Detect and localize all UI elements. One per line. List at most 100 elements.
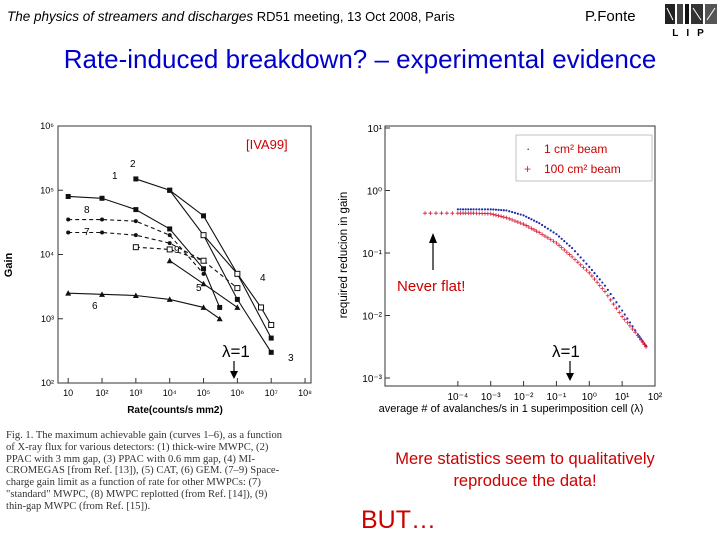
right-point-series-1 [576, 253, 579, 256]
left-point [234, 270, 241, 277]
left-point [66, 230, 71, 235]
right-point-series-1 [492, 208, 495, 211]
summary-line-1: Mere statistics seem to qualitatively [395, 450, 655, 468]
left-series-line-7 [68, 231, 204, 262]
caption-line: of X-ray flux for various detectors: (1)… [6, 441, 269, 453]
right-point-series-1 [508, 210, 511, 213]
left-point [166, 257, 173, 264]
left-point [201, 266, 207, 272]
right-point-series-2 [496, 213, 501, 218]
right-point-series-2 [644, 344, 649, 349]
left-series-line-3 [169, 189, 272, 353]
right-point-series-1 [631, 325, 634, 328]
right-series-group [423, 208, 649, 349]
figure-caption: Fig. 1. The maximum achievable gain (cur… [6, 430, 326, 513]
right-point-series-1 [565, 242, 568, 245]
left-curve-label-9: 9 [174, 245, 180, 256]
left-series-line-9 [135, 246, 238, 289]
slide-title: Rate-induced breakdown? – experimental e… [63, 44, 657, 74]
left-series-line-6 [68, 292, 220, 320]
left-series-line-8 [68, 218, 204, 275]
left-x-tick-label: 10⁸ [298, 388, 312, 398]
left-curve-label-6: 6 [92, 301, 98, 312]
right-point-series-1 [546, 227, 549, 230]
left-point [201, 213, 207, 219]
left-point [201, 271, 206, 276]
right-point-series-1 [513, 211, 517, 214]
right-point-series-2 [575, 260, 580, 265]
right-point-series-2 [592, 277, 597, 282]
left-point [66, 217, 71, 222]
caption-line: CROMEGAS [from Ref. [13]), (5) CAT, (6) … [6, 465, 280, 477]
right-x-tick-label: 10⁻¹ [547, 392, 567, 403]
but-statement: BUT… [361, 506, 436, 534]
right-point-series-1 [549, 229, 552, 232]
header-author: P.Fonte [585, 8, 636, 25]
right-point-series-2 [559, 245, 564, 250]
right-point-series-2 [611, 302, 616, 307]
right-point-series-1 [505, 209, 508, 212]
left-y-tick-label: 10⁶ [40, 121, 54, 131]
summary-text: Mere statistics seem to qualitatively re… [360, 448, 690, 492]
left-point [133, 233, 138, 238]
left-x-tick-label: 10⁷ [265, 388, 278, 398]
right-axis-ticks: 10⁻⁴ 10⁻³ 10⁻² 10⁻¹ 10⁰ 10¹ 10² 10⁻³ 10⁻² 10⁻¹ 10⁰… [362, 124, 663, 403]
right-point-series-1 [557, 235, 561, 238]
right-point-series-1 [461, 208, 465, 211]
left-y-tick-label: 10³ [41, 314, 54, 324]
left-ref-bg [244, 135, 296, 153]
right-point-series-2 [640, 340, 645, 345]
left-point [200, 232, 207, 239]
right-point-series-1 [483, 208, 487, 211]
left-curve-label-8: 8 [84, 205, 90, 216]
right-point-series-1 [500, 208, 503, 212]
right-point-series-1 [612, 297, 615, 300]
right-point-series-2 [491, 212, 496, 217]
right-point-series-1 [481, 208, 484, 211]
right-point-series-2 [529, 226, 534, 231]
right-y-tick-label: 10⁰ [367, 187, 382, 198]
right-x-tick-label: 10⁻² [514, 392, 534, 403]
right-point-series-2 [589, 273, 594, 278]
left-point [133, 176, 139, 182]
right-y-label: required reducion in gain [338, 192, 350, 319]
right-point-series-1 [527, 216, 530, 220]
caption-line: Fig. 1. The maximum achievable gain (cur… [6, 430, 283, 441]
legend-label-2: 100 cm² beam [544, 162, 621, 176]
header-title: The physics of streamers and discharges [7, 9, 254, 24]
left-y-tick-label: 10² [41, 378, 54, 388]
left-point [166, 246, 173, 253]
right-point-series-1 [467, 208, 470, 211]
right-point-series-1 [472, 208, 475, 211]
right-point-series-1 [535, 220, 538, 223]
right-point-series-2 [600, 286, 605, 291]
left-lambda-arrowhead [230, 371, 238, 379]
left-point [100, 217, 105, 222]
left-x-tick-label: 10 [63, 388, 73, 398]
right-point-series-1 [459, 208, 462, 211]
right-point-series-1 [563, 240, 566, 243]
right-point-series-1 [623, 313, 626, 316]
left-curve-label-3: 3 [288, 353, 294, 364]
right-point-series-2 [620, 314, 625, 319]
right-point-series-1 [621, 309, 624, 312]
right-point-series-1 [511, 210, 514, 214]
right-point-series-2 [524, 223, 529, 228]
right-point-series-2 [605, 293, 610, 298]
right-point-series-2 [428, 211, 433, 216]
left-point [258, 304, 265, 311]
right-point-series-2 [635, 333, 640, 338]
caption-line: charge gain limit as a function of rate … [6, 477, 261, 489]
right-point-series-1 [541, 223, 544, 227]
right-point-series-2 [627, 323, 632, 328]
right-point-series-1 [494, 208, 498, 211]
left-point [133, 219, 138, 224]
left-gain-chart: 10 10² 10³ 10⁴ 10⁵ 10⁶ 10⁷ 10⁸ 10² 10³ 10⁴ 10⁵ 10⁶ 1… [3, 121, 312, 416]
right-point-series-1 [568, 244, 571, 247]
right-point-series-1 [590, 268, 593, 272]
right-point-series-2 [625, 320, 630, 325]
right-point-series-1 [560, 237, 563, 240]
left-point [217, 304, 223, 310]
right-point-series-1 [525, 215, 528, 218]
left-series-line-4 [203, 234, 272, 326]
